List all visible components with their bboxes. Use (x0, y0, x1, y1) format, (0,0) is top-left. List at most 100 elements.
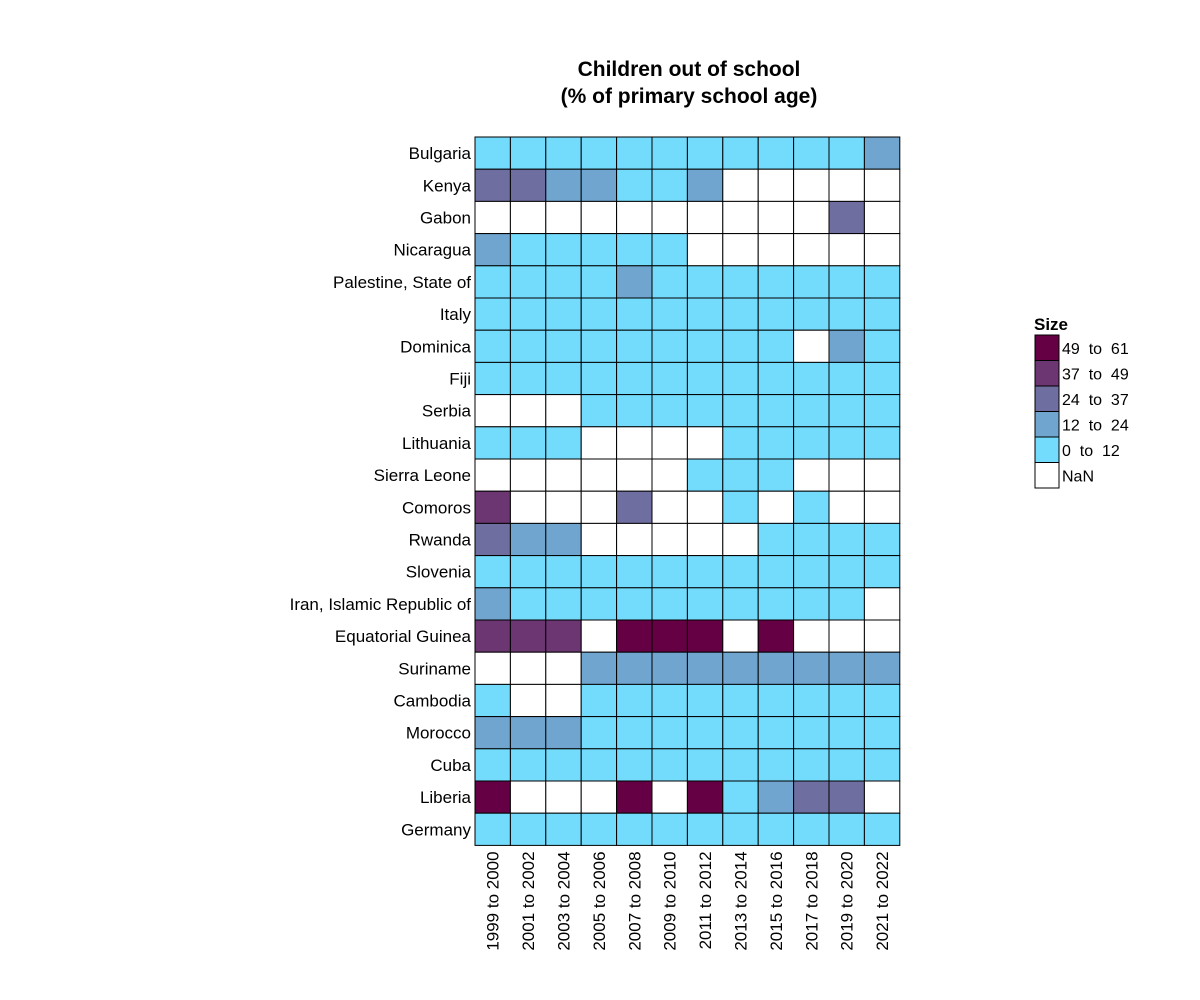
column-label: 2015 to 2016 (767, 851, 786, 950)
heatmap-cell (651, 716, 688, 750)
heatmap-cell (686, 136, 724, 170)
heatmap-cell (509, 651, 547, 685)
column-label: 2007 to 2008 (625, 851, 644, 950)
row-label: Suriname (398, 659, 471, 678)
row-label: Bulgaria (409, 144, 472, 163)
heatmap-cell (474, 651, 511, 685)
heatmap-cell (793, 458, 830, 492)
heatmap-cell (545, 780, 582, 814)
heatmap-cell (686, 555, 724, 589)
heatmap-cell (793, 200, 830, 235)
heatmap-cell (474, 136, 511, 170)
column-label: 1999 to 2000 (484, 851, 503, 950)
heatmap-cell (757, 780, 795, 814)
heatmap-cell (616, 651, 653, 685)
heatmap-cell (863, 619, 901, 653)
column-label: 2013 to 2014 (732, 851, 751, 950)
heatmap-cell (651, 683, 688, 718)
column-label: 2017 to 2018 (802, 851, 821, 950)
heatmap-cell (580, 426, 618, 460)
heatmap-cell (722, 136, 759, 170)
heatmap-cell (616, 716, 653, 750)
heatmap-cell (616, 522, 653, 557)
heatmap-cell (686, 361, 724, 396)
heatmap-cell (616, 426, 653, 460)
heatmap-cell (757, 200, 795, 235)
heatmap-cell (828, 490, 865, 524)
heatmap-cell (651, 458, 688, 492)
heatmap-cell (474, 812, 511, 846)
heatmap-cell (651, 233, 688, 267)
heatmap-cell (793, 329, 830, 363)
heatmap-cell (509, 329, 547, 363)
heatmap-cell (722, 619, 759, 653)
heatmap-cell (793, 748, 830, 782)
heatmap-cell (722, 812, 759, 846)
heatmap-cell (651, 587, 688, 621)
row-labels: Bulgaria Kenya Gabon Nicaragua Palestine, St… (290, 144, 472, 839)
heatmap-cell (793, 426, 830, 460)
heatmap-cell (828, 522, 865, 557)
heatmap-cell (757, 619, 795, 653)
heatmap-cell (580, 780, 618, 814)
heatmap-cell (474, 780, 511, 814)
heatmap-cell (580, 490, 618, 524)
heatmap-cell (793, 812, 830, 846)
heatmap-cell (509, 458, 547, 492)
heatmap-cell (580, 265, 618, 299)
heatmap-cell (722, 748, 759, 782)
heatmap-cell (651, 361, 688, 396)
heatmap-cell (722, 233, 759, 267)
heatmap-cell (863, 394, 901, 428)
legend-swatch (1034, 436, 1060, 463)
heatmap-cell (616, 458, 653, 492)
heatmap-cell (863, 812, 901, 846)
column-label: 2021 to 2022 (873, 851, 892, 950)
heatmap-cell (545, 394, 582, 428)
heatmap-cell (793, 555, 830, 589)
heatmap-cell (509, 555, 547, 589)
heatmap-cell (793, 265, 830, 299)
heatmap-cell (474, 426, 511, 460)
heatmap-cell (474, 748, 511, 782)
heatmap-cell (757, 522, 795, 557)
heatmap-cell (793, 522, 830, 557)
heatmap-cell (509, 297, 547, 331)
heatmap-cell (686, 651, 724, 685)
heatmap-cell (828, 683, 865, 718)
heatmap-cell (757, 555, 795, 589)
heatmap-cell (580, 233, 618, 267)
heatmap-cell (686, 522, 724, 557)
heatmap-cell (545, 683, 582, 718)
chart-title-line-1: Children out of school (578, 58, 801, 81)
legend-swatch (1034, 462, 1060, 489)
column-label: 2005 to 2006 (590, 851, 609, 950)
heatmap-cell (863, 426, 901, 460)
heatmap-cell (580, 587, 618, 621)
heatmap-cell (474, 394, 511, 428)
heatmap-cell (863, 265, 901, 299)
heatmap-cell (545, 361, 582, 396)
heatmap-cell (509, 812, 547, 846)
heatmap-cell (545, 265, 582, 299)
heatmap-cell (580, 297, 618, 331)
heatmap-cell (474, 361, 511, 396)
heatmap-cell (545, 458, 582, 492)
heatmap-cell (616, 683, 653, 718)
heatmap-cell (757, 651, 795, 685)
heatmap-cell (863, 716, 901, 750)
heatmap-cell (722, 716, 759, 750)
heatmap-cell (828, 587, 865, 621)
heatmap-cell (793, 490, 830, 524)
heatmap-cell (651, 168, 688, 202)
heatmap-cell (580, 394, 618, 428)
heatmap-cell (545, 200, 582, 235)
heatmap-cell (545, 426, 582, 460)
legend-swatch (1034, 360, 1060, 387)
heatmap-cell (863, 361, 901, 396)
heatmap-cell (722, 394, 759, 428)
heatmap-cell (863, 780, 901, 814)
heatmap-cell (757, 748, 795, 782)
heatmap-cell (757, 297, 795, 331)
heatmap-cell (616, 200, 653, 235)
